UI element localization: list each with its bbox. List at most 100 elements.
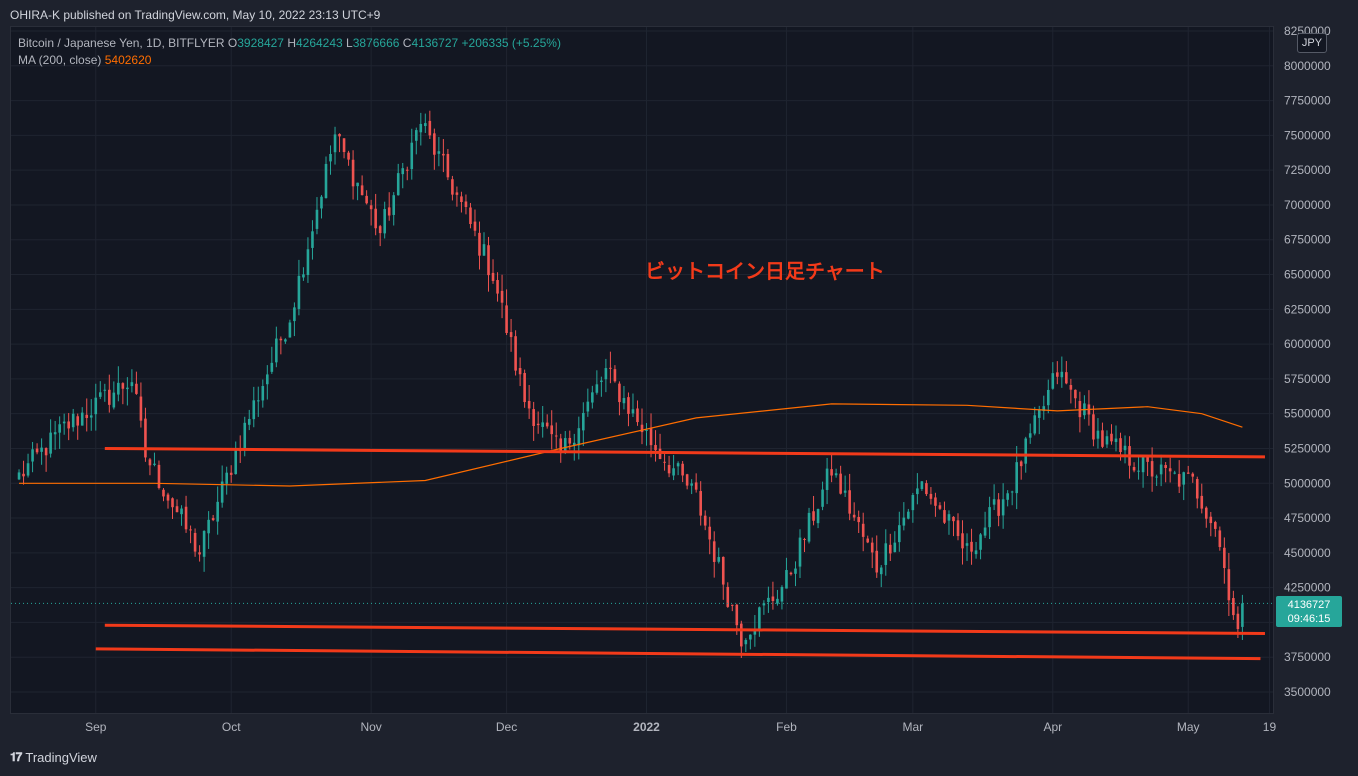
candle-body [907, 511, 910, 519]
candle-body [315, 209, 319, 229]
candle-body [491, 272, 495, 281]
trendline [104, 623, 1265, 636]
candle-body [595, 384, 599, 393]
candle-body [424, 123, 427, 127]
candle-body [694, 482, 698, 490]
ma-value: 5402620 [104, 53, 152, 67]
candle-body [496, 280, 499, 294]
x-tick-label: Apr [1043, 720, 1062, 734]
low-label: L [346, 36, 353, 50]
candle-body [180, 508, 183, 515]
x-tick-label: Oct [222, 720, 241, 734]
chart-plot-area[interactable] [10, 26, 1274, 714]
candle-body [884, 543, 888, 565]
trendline [95, 647, 1261, 661]
y-tick-label: 3500000 [1284, 685, 1331, 699]
candle-body [166, 494, 170, 501]
candle-body [1051, 373, 1055, 389]
chart-annotation-text[interactable]: ビットコイン日足チャート [645, 259, 885, 283]
candle-body [1001, 499, 1005, 516]
candle-body [157, 464, 161, 488]
candle-body [1110, 433, 1113, 442]
y-tick-label: 4500000 [1284, 546, 1331, 560]
x-tick-label: 19 [1263, 720, 1277, 734]
candle-body [681, 463, 684, 476]
candle-body [1186, 472, 1190, 474]
candle-body [613, 369, 617, 382]
candle-body [550, 425, 554, 435]
candle-body [26, 463, 30, 476]
candle-body [442, 153, 445, 156]
candle-body [342, 138, 346, 153]
candle-body [1195, 479, 1199, 499]
candle-body [586, 401, 590, 412]
candle-body [1241, 603, 1244, 627]
candle-body [857, 516, 860, 523]
candle-body [225, 472, 228, 484]
candle-body [302, 274, 305, 278]
candle-body [1150, 461, 1154, 477]
y-tick-label: 7500000 [1284, 128, 1331, 142]
candle-body [311, 231, 314, 248]
candle-body [1214, 522, 1217, 529]
candle-body [979, 534, 982, 550]
candle-body [572, 442, 576, 446]
candle-body [53, 432, 57, 435]
symbol-name[interactable]: Bitcoin / Japanese Yen, 1D, BITFLYER [18, 36, 225, 50]
candle-body [600, 380, 603, 382]
candle-body [1209, 516, 1213, 524]
candle-body [812, 511, 815, 521]
candle-body [446, 153, 450, 178]
candle-body [67, 421, 70, 429]
currency-button[interactable]: JPY [1297, 33, 1327, 53]
candle-body [956, 520, 960, 537]
candle-body [1168, 468, 1172, 472]
ma-legend[interactable]: MA (200, close) 5402620 [18, 53, 151, 67]
y-tick-label: 7750000 [1284, 94, 1331, 108]
candle-body [153, 463, 156, 465]
candle-body [1182, 472, 1186, 485]
candle-body [1173, 472, 1176, 474]
candle-body [1006, 493, 1009, 500]
candle-body [798, 537, 802, 567]
candle-body [220, 481, 224, 503]
candle-body [649, 428, 653, 446]
candle-body [478, 232, 481, 256]
candle-body [1218, 530, 1222, 547]
candle-body [234, 450, 238, 475]
open-value: 3928427 [237, 36, 284, 50]
candle-body [934, 497, 937, 506]
candle-body [487, 245, 490, 276]
candle-body [80, 412, 84, 426]
candle-body [148, 459, 152, 466]
candle-body [676, 463, 680, 467]
open-label: O [227, 36, 238, 50]
candle-body [419, 123, 423, 133]
candle-body [261, 386, 265, 401]
candle-body [112, 392, 116, 408]
candle-body [965, 543, 969, 546]
last-price-value: 4136727 [1287, 599, 1331, 611]
candle-body [726, 586, 730, 607]
candle-body [825, 468, 829, 490]
candle-body [640, 424, 644, 433]
candle-body [198, 552, 201, 555]
candle-body [654, 444, 657, 451]
candle-body [717, 557, 721, 562]
candle-body [559, 438, 563, 454]
candle-body [256, 400, 260, 402]
tradingview-footer[interactable]: 𝟏𝟕 TradingView [10, 750, 97, 765]
high-value: 4264243 [295, 36, 343, 50]
candle-body [970, 541, 973, 552]
candle-body [771, 596, 775, 602]
candle-body [785, 570, 788, 589]
candle-body [762, 603, 766, 606]
candle-body [1096, 430, 1100, 439]
candle-body [893, 542, 897, 553]
candle-body [383, 209, 386, 234]
candle-body [500, 290, 504, 303]
candle-body [175, 506, 179, 513]
candle-body [62, 421, 66, 424]
candle-body [554, 435, 558, 437]
